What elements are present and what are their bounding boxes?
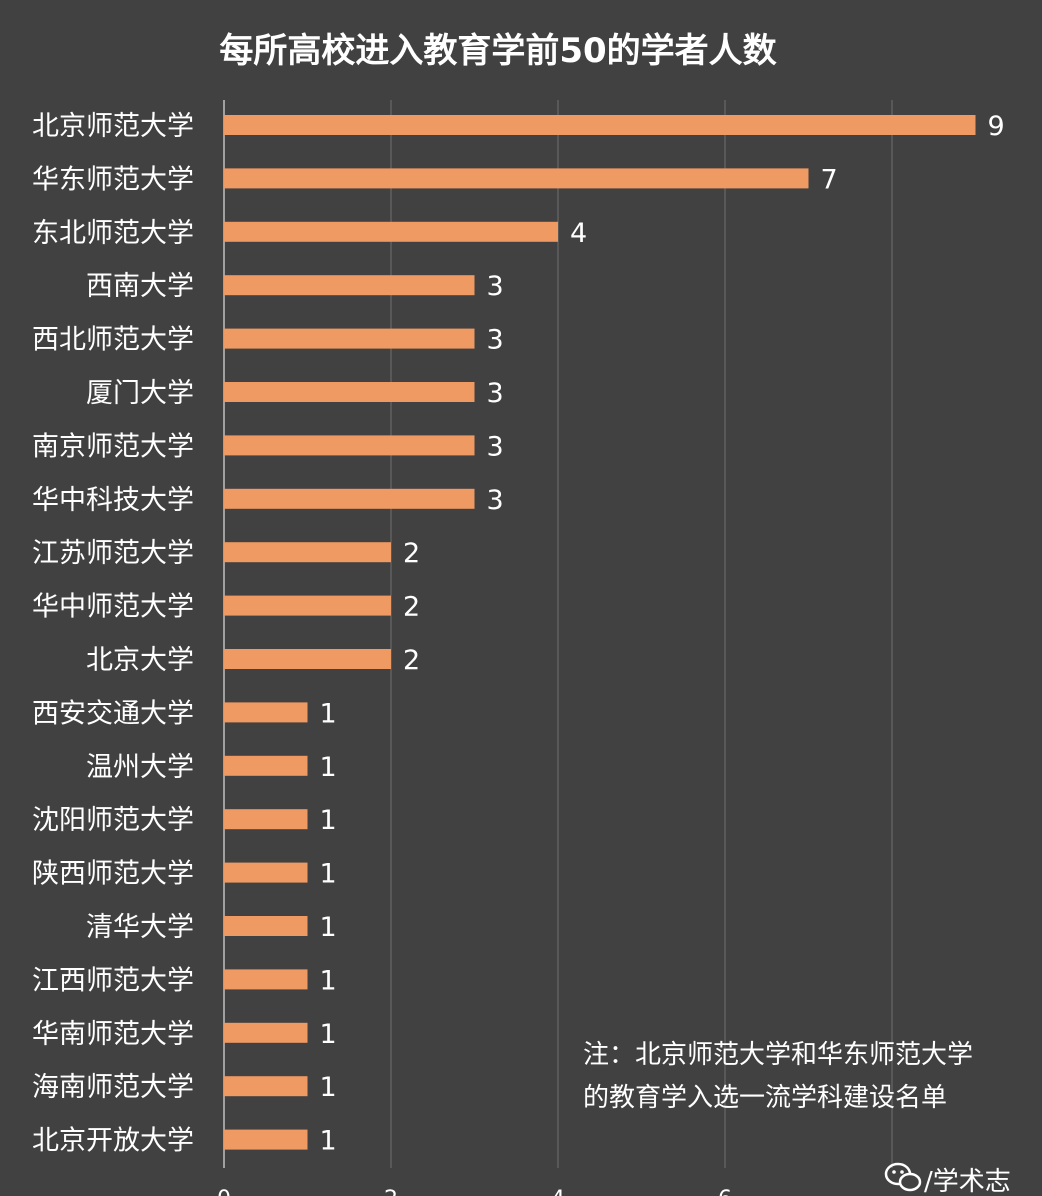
category-label: 华中科技大学 xyxy=(32,485,194,516)
bar xyxy=(224,382,475,402)
category-label: 华东师范大学 xyxy=(32,164,194,195)
note-line-2: 的教育学入选一流学科建设名单 xyxy=(583,1083,947,1113)
value-label: 1 xyxy=(320,752,337,783)
category-label: 清华大学 xyxy=(86,912,194,943)
value-label: 1 xyxy=(320,698,337,729)
value-label: 3 xyxy=(487,325,504,356)
value-labels: 9 7 4 3 3 3 3 3 2 2 2 1 1 1 1 1 1 1 1 1 xyxy=(320,111,1005,1157)
chart-title: 每所高校进入教育学前50的学者人数 xyxy=(219,31,776,71)
value-label: 2 xyxy=(403,592,420,623)
value-label: 3 xyxy=(487,431,504,462)
category-label: 沈阳师范大学 xyxy=(32,805,194,836)
category-label: 江苏师范大学 xyxy=(32,538,194,569)
category-label: 海南师范大学 xyxy=(32,1072,194,1103)
bar xyxy=(224,275,475,296)
bar xyxy=(224,916,308,936)
bar xyxy=(224,862,308,883)
value-label: 3 xyxy=(487,271,504,302)
tick-label: 0 xyxy=(217,1187,231,1196)
category-labels: 北京师范大学华东师范大学东北师范大学西南大学西北师范大学厦门大学南京师范大学华中… xyxy=(32,111,194,1157)
bar xyxy=(224,595,391,616)
tick-label: 6 xyxy=(718,1187,732,1196)
tick-labels: 0 2 4 6 xyxy=(217,1187,732,1196)
bar xyxy=(224,542,391,563)
tick-label: 2 xyxy=(384,1187,398,1196)
bars-group xyxy=(224,115,976,1150)
bar xyxy=(224,1022,308,1043)
category-label: 西安交通大学 xyxy=(32,698,194,729)
value-label: 1 xyxy=(320,1019,337,1050)
note-line-1: 注：北京师范大学和华东师范大学 xyxy=(583,1040,973,1070)
bar xyxy=(224,755,308,776)
value-label: 3 xyxy=(487,485,504,516)
category-label: 华中师范大学 xyxy=(32,592,194,623)
category-label: 西南大学 xyxy=(86,271,194,302)
category-label: 南京师范大学 xyxy=(32,431,194,462)
value-label: 1 xyxy=(320,912,337,943)
value-label: 4 xyxy=(570,218,587,249)
value-label: 1 xyxy=(320,965,337,996)
category-label: 北京开放大学 xyxy=(32,1126,194,1157)
bar xyxy=(224,969,308,990)
value-label: 7 xyxy=(821,164,838,195)
bar xyxy=(224,1076,308,1097)
category-label: 东北师范大学 xyxy=(32,218,194,249)
watermark-text: /学术志 xyxy=(924,1167,1011,1196)
watermark: /学术志 xyxy=(884,1162,1011,1196)
value-label: 2 xyxy=(403,645,420,676)
bar xyxy=(224,115,976,135)
bar xyxy=(224,435,475,456)
value-label: 1 xyxy=(320,1126,337,1157)
bar xyxy=(224,809,308,830)
wechat-icon xyxy=(884,1162,922,1192)
tick-label: 4 xyxy=(551,1187,565,1196)
bar xyxy=(224,702,308,723)
value-label: 1 xyxy=(320,859,337,890)
category-label: 厦门大学 xyxy=(86,378,194,409)
category-label: 西北师范大学 xyxy=(32,325,194,356)
value-label: 1 xyxy=(320,1072,337,1103)
bar xyxy=(224,1129,308,1150)
bar xyxy=(224,328,475,349)
value-label: 9 xyxy=(988,111,1005,142)
value-label: 3 xyxy=(487,378,504,409)
category-label: 陕西师范大学 xyxy=(32,859,194,890)
bar xyxy=(224,488,475,509)
category-label: 温州大学 xyxy=(86,752,194,783)
value-label: 2 xyxy=(403,538,420,569)
value-label: 1 xyxy=(320,805,337,836)
bar xyxy=(224,649,391,669)
category-label: 华南师范大学 xyxy=(32,1019,194,1050)
bar xyxy=(224,221,558,242)
bar xyxy=(224,168,809,189)
category-label: 北京大学 xyxy=(86,645,194,676)
category-label: 北京师范大学 xyxy=(32,111,194,142)
category-label: 江西师范大学 xyxy=(32,965,194,996)
